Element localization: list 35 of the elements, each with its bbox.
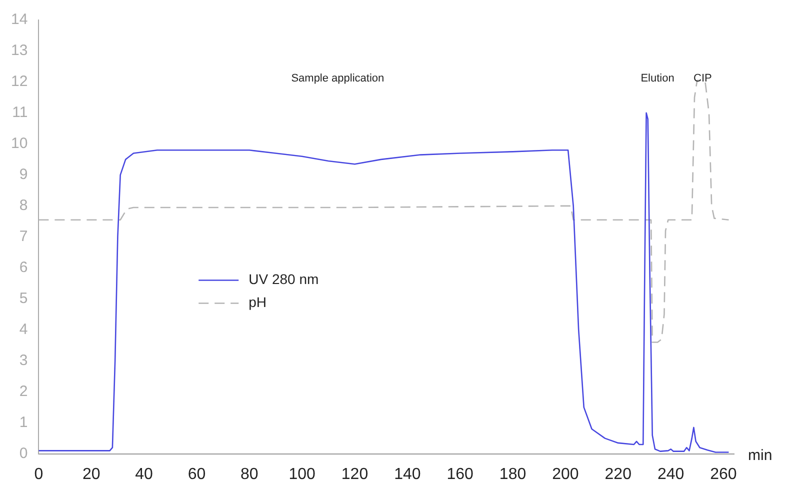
x-tick-label: 140 (394, 466, 421, 483)
y-tick-label: 9 (19, 166, 28, 184)
x-tick-label: 80 (240, 466, 258, 483)
y-tick-label: 8 (19, 197, 28, 214)
y-tick-label: 4 (19, 321, 28, 338)
y-tick-label: 1 (19, 414, 28, 431)
x-tick-label: 180 (499, 466, 526, 483)
x-axis-title: min (748, 446, 772, 464)
y-tick-label: 2 (19, 382, 28, 400)
x-tick-label: 160 (446, 466, 474, 483)
y-tick-label: 3 (19, 352, 28, 369)
y-tick-label: 14 (10, 11, 28, 28)
x-tick-label: 200 (552, 466, 579, 483)
x-tick-label: 260 (710, 466, 737, 483)
x-tick-label: 40 (135, 466, 154, 483)
x-tick-label: 120 (341, 466, 368, 483)
x-tick-label: 0 (34, 466, 44, 483)
x-tick-label: 20 (82, 466, 100, 483)
y-tick-label: 6 (19, 259, 28, 276)
y-tick-label: 10 (10, 135, 28, 152)
legend-label: UV 280 nm (248, 271, 319, 288)
x-tick-label: 240 (657, 466, 684, 483)
y-tick-label: 0 (19, 444, 28, 462)
x-tick-label: 220 (604, 466, 632, 483)
y-tick-label: 11 (12, 104, 28, 122)
y-tick-label: 5 (19, 290, 28, 308)
x-tick-label: 100 (288, 466, 316, 483)
x-tick-label: 60 (188, 466, 206, 483)
y-tick-label: 13 (10, 42, 28, 60)
annotation: CIP (694, 72, 712, 85)
legend-label: pH (248, 294, 267, 310)
y-tick-label: 12 (10, 73, 28, 90)
y-tick-label: 7 (19, 228, 28, 246)
annotation: Elution (640, 72, 674, 85)
annotation: Sample application (291, 72, 384, 85)
